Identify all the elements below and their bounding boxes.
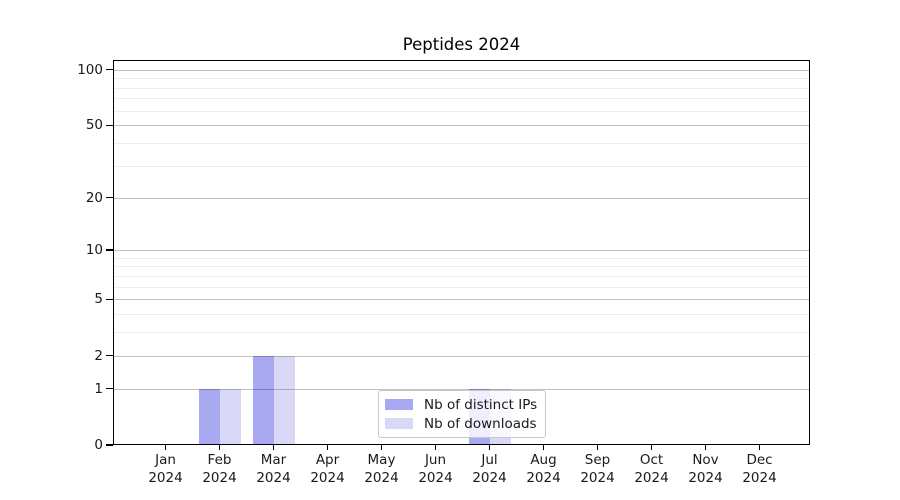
y-axis-tick [106, 249, 113, 251]
x-axis-tick-label: May 2024 [364, 452, 399, 486]
x-axis-tick [326, 445, 329, 450]
grid-line-minor [113, 266, 810, 268]
y-axis-tick [106, 124, 113, 127]
y-axis-tick [106, 388, 113, 390]
grid-line-major [113, 299, 810, 301]
x-axis-tick-label: Jun 2024 [418, 452, 453, 486]
y-axis-tick [106, 196, 113, 199]
grid-line-minor [113, 165, 810, 167]
grid-line-minor [113, 332, 810, 334]
grid-line-major [113, 388, 810, 390]
grid-line-minor [113, 78, 810, 80]
grid-line-minor [113, 286, 810, 288]
grid-line-minor [113, 110, 810, 112]
x-axis-tick [434, 445, 437, 450]
y-axis-tick-label: 1 [94, 380, 103, 397]
x-axis-tick [380, 445, 383, 450]
x-axis-tick-label: Aug 2024 [526, 452, 561, 486]
chart-title: Peptides 2024 [402, 35, 521, 54]
y-axis-tick [106, 444, 113, 446]
x-axis-tick-label: Mar 2024 [256, 452, 291, 486]
x-axis-tick-label: Dec 2024 [742, 452, 777, 486]
x-axis-tick [488, 445, 491, 450]
y-axis-tick-label: 10 [85, 242, 103, 259]
y-axis-tick-label: 2 [94, 347, 103, 364]
grid-line-minor [113, 275, 810, 277]
legend-swatch-distinct-ips-icon [385, 399, 413, 410]
legend-label-distinct-ips: Nb of distinct IPs [424, 396, 538, 413]
x-axis-tick [650, 445, 653, 450]
bar-distinct-ips [252, 355, 274, 445]
grid-line-major [113, 69, 810, 71]
grid-line-minor [113, 87, 810, 89]
x-axis-tick-label: Sep 2024 [580, 452, 615, 486]
x-axis-tick-label: Feb 2024 [202, 452, 237, 486]
bar-downloads [273, 355, 295, 445]
grid-line-major [113, 197, 810, 199]
y-axis-tick-label: 100 [77, 61, 103, 78]
x-axis-tick [272, 445, 275, 450]
grid-line-minor [113, 257, 810, 259]
x-axis-tick [542, 445, 545, 450]
grid-line-minor [113, 314, 810, 316]
bar-downloads [219, 388, 241, 445]
grid-line-major [113, 250, 810, 252]
legend-label-downloads: Nb of downloads [424, 415, 537, 432]
grid-line-major [113, 125, 810, 127]
y-axis-tick [106, 298, 113, 300]
x-axis-tick-label: Apr 2024 [310, 452, 345, 486]
y-axis-tick-label: 20 [85, 189, 103, 206]
x-axis-tick-label: Jan 2024 [148, 452, 183, 486]
legend: Nb of distinct IPs Nb of downloads [378, 390, 547, 438]
y-axis-tick-label: 0 [94, 437, 103, 453]
grid-line-minor [113, 143, 810, 145]
legend-item-downloads: Nb of downloads [385, 414, 537, 433]
x-axis-tick-label: Nov 2024 [688, 452, 723, 486]
x-axis-tick [704, 445, 707, 450]
x-axis-tick [596, 445, 599, 450]
bar-distinct-ips [198, 388, 220, 445]
grid-line-minor [113, 98, 810, 100]
plot-area [113, 60, 810, 445]
x-axis-tick-label: Oct 2024 [634, 452, 669, 486]
y-axis-tick [106, 69, 113, 71]
y-axis-tick-label: 50 [85, 117, 103, 134]
legend-swatch-downloads-icon [385, 418, 413, 429]
y-axis-tick [106, 355, 113, 357]
x-axis-tick-label: Jul 2024 [472, 452, 507, 486]
legend-item-distinct-ips: Nb of distinct IPs [385, 395, 537, 414]
x-axis-tick [218, 445, 221, 450]
grid-line-major [113, 355, 810, 357]
x-axis-tick [758, 445, 761, 450]
y-axis-tick-label: 5 [94, 291, 103, 308]
x-axis-tick [164, 445, 167, 450]
